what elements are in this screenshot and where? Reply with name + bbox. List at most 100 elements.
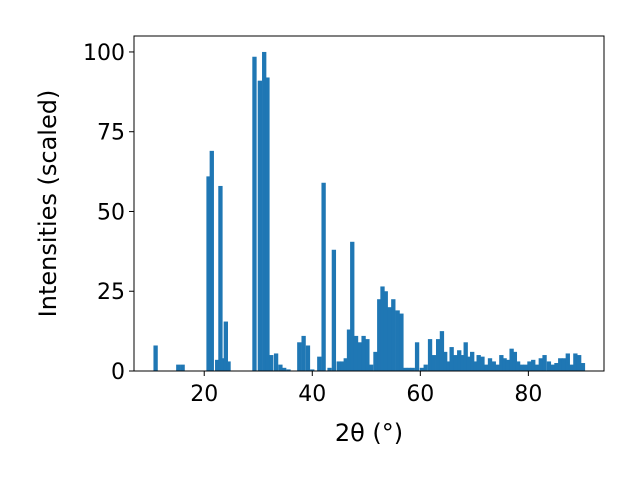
bar [463, 342, 468, 371]
bar [414, 342, 420, 371]
bar [406, 367, 412, 371]
bar [561, 358, 567, 371]
plot-area-frame [133, 35, 605, 372]
bar [509, 348, 514, 371]
bar [515, 361, 521, 371]
bar [391, 299, 396, 371]
bar [558, 358, 563, 371]
bar [495, 364, 500, 371]
bar [491, 361, 496, 371]
bar [153, 345, 158, 371]
bar [399, 313, 404, 371]
bar [357, 342, 362, 371]
x-tick-label: 80 [514, 382, 542, 407]
bar [220, 358, 226, 371]
x-tick-label: 20 [190, 382, 218, 407]
bar [176, 364, 181, 371]
bar [470, 351, 475, 371]
bar [531, 359, 536, 371]
y-tick-label: 0 [111, 360, 125, 385]
bar [453, 355, 458, 371]
bar [431, 355, 436, 371]
bar [473, 361, 478, 371]
bar [297, 342, 302, 371]
bar [273, 353, 279, 371]
x-tick-label: 40 [298, 382, 326, 407]
y-axis-ticks: 0 25 50 75 100 [83, 41, 134, 385]
bar [331, 249, 337, 371]
bar [327, 367, 332, 371]
bar [257, 80, 263, 372]
bar [361, 335, 366, 371]
bar [317, 356, 322, 371]
bar [343, 358, 348, 371]
bar [550, 364, 555, 371]
bar [542, 355, 547, 371]
bar [365, 339, 370, 371]
bar [419, 367, 425, 371]
bar [512, 351, 518, 371]
bar [443, 351, 448, 371]
bar [301, 335, 306, 371]
bar [346, 329, 352, 371]
bar [350, 241, 355, 371]
bar [209, 150, 214, 371]
bar [265, 77, 270, 371]
bar [546, 361, 552, 371]
bar [305, 345, 311, 371]
bar [383, 291, 388, 371]
x-axis-label: 2θ (°) [335, 419, 403, 447]
bar [538, 358, 543, 371]
bar [423, 364, 428, 371]
bar [380, 286, 385, 371]
y-tick-label: 50 [97, 200, 125, 225]
bar [466, 356, 472, 371]
bar [286, 369, 291, 371]
bar [410, 367, 415, 371]
bar [480, 356, 485, 371]
bar [476, 355, 481, 371]
bar [321, 182, 326, 371]
bar [449, 347, 454, 371]
bar [373, 351, 378, 371]
bar [403, 367, 408, 371]
bar [534, 364, 540, 371]
y-tick-label: 25 [97, 280, 125, 305]
bar [502, 358, 507, 371]
bar [487, 358, 493, 371]
bar [484, 364, 489, 371]
bar [252, 56, 257, 372]
bar [580, 363, 586, 371]
bar [340, 361, 345, 371]
bar [527, 361, 532, 371]
bar [499, 355, 504, 371]
bar [215, 359, 220, 371]
x-tick-label: 60 [406, 382, 434, 407]
bar [460, 355, 465, 371]
bar [223, 321, 228, 371]
bar [377, 299, 382, 371]
bars-group [153, 51, 586, 372]
bar [395, 310, 400, 371]
y-tick-label: 75 [97, 121, 125, 146]
bar [569, 364, 574, 371]
bar [573, 353, 578, 371]
bar [457, 350, 462, 371]
y-tick-label: 100 [83, 41, 125, 66]
bar [353, 335, 359, 371]
bar [206, 176, 211, 371]
bar [369, 364, 374, 371]
bar [226, 361, 231, 371]
bar [435, 339, 441, 371]
bar [218, 185, 223, 371]
bar [427, 339, 433, 371]
bar [336, 361, 341, 371]
bar [505, 359, 510, 371]
bar [269, 355, 274, 371]
bar [554, 363, 559, 371]
bar [576, 355, 582, 371]
bar [523, 364, 528, 371]
bar [446, 361, 451, 371]
